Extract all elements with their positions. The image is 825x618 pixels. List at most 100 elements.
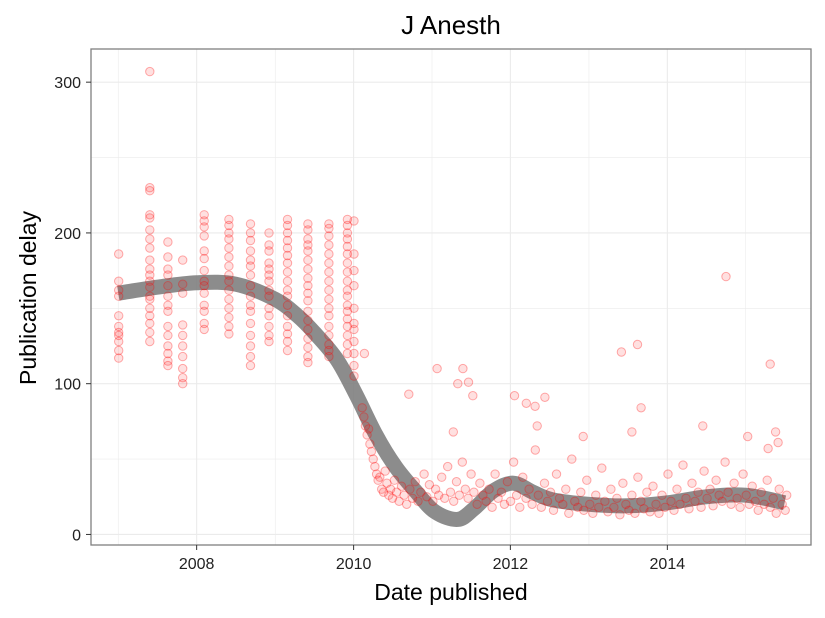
- data-point: [362, 430, 372, 440]
- data-point: [324, 223, 334, 234]
- data-point: [199, 288, 209, 298]
- data-point: [368, 454, 378, 464]
- data-point: [178, 351, 188, 362]
- data-point: [651, 499, 661, 509]
- data-point: [349, 336, 359, 347]
- data-point: [245, 235, 256, 246]
- data-point: [729, 478, 739, 488]
- data-point: [342, 285, 353, 295]
- data-point: [264, 264, 274, 274]
- data-point: [669, 505, 679, 515]
- data-point: [720, 457, 730, 467]
- data-point: [726, 499, 736, 509]
- data-point: [705, 484, 715, 494]
- data-point: [178, 288, 188, 298]
- data-point: [282, 336, 293, 347]
- data-point: [717, 496, 727, 506]
- data-point: [763, 443, 773, 454]
- data-point: [585, 499, 595, 509]
- data-point: [342, 276, 353, 286]
- data-point: [576, 487, 586, 497]
- data-point: [735, 502, 745, 512]
- data-point: [145, 291, 155, 301]
- data-point: [382, 478, 392, 488]
- data-point: [389, 475, 400, 485]
- data-point: [245, 306, 256, 316]
- data-point: [463, 493, 473, 503]
- data-point: [357, 403, 367, 413]
- data-point: [774, 484, 784, 494]
- data-point: [521, 398, 531, 408]
- data-point: [618, 478, 628, 488]
- x-axis-title: Date published: [374, 579, 527, 605]
- data-point: [663, 469, 673, 479]
- data-point: [432, 363, 442, 374]
- data-point: [324, 249, 334, 259]
- data-point: [264, 336, 274, 347]
- data-point: [303, 234, 313, 244]
- data-point: [282, 291, 293, 301]
- data-point: [660, 502, 670, 512]
- data-point: [114, 353, 124, 363]
- data-point: [324, 219, 334, 229]
- data-point: [342, 348, 353, 359]
- data-point: [282, 276, 293, 286]
- data-point: [502, 477, 513, 487]
- data-point: [199, 265, 209, 276]
- y-tick-label: 200: [54, 226, 81, 243]
- data-point: [573, 502, 583, 512]
- data-point: [245, 300, 256, 310]
- data-point: [224, 228, 234, 238]
- data-point: [466, 469, 476, 479]
- data-point: [732, 493, 742, 503]
- data-point: [145, 243, 155, 253]
- data-point: [303, 296, 313, 306]
- data-point: [342, 267, 353, 277]
- data-point: [499, 499, 510, 509]
- data-point: [282, 235, 293, 246]
- data-point: [545, 487, 556, 497]
- data-point: [324, 311, 334, 321]
- data-point: [419, 469, 429, 479]
- data-point: [114, 285, 124, 295]
- data-point: [633, 472, 643, 482]
- data-point: [324, 294, 334, 304]
- data-point: [342, 228, 353, 238]
- x-tick-label: 2014: [650, 556, 686, 573]
- data-point: [303, 315, 313, 326]
- data-point: [264, 303, 274, 313]
- data-point: [324, 285, 334, 295]
- data-point: [324, 339, 334, 350]
- data-point: [245, 341, 256, 351]
- data-point: [771, 508, 781, 518]
- data-point: [394, 496, 404, 506]
- data-point: [342, 241, 353, 252]
- data-point: [245, 318, 256, 329]
- data-point: [666, 496, 676, 506]
- data-point: [224, 243, 234, 253]
- data-point: [145, 282, 155, 292]
- data-point: [178, 373, 188, 383]
- data-point: [282, 214, 293, 225]
- data-point: [428, 496, 438, 506]
- data-point: [458, 363, 468, 374]
- data-point: [342, 314, 353, 324]
- data-point: [303, 333, 313, 344]
- data-point: [178, 279, 188, 289]
- data-point: [178, 255, 188, 265]
- data-point: [282, 228, 293, 238]
- data-point: [264, 285, 274, 295]
- data-point: [114, 311, 124, 321]
- data-point: [363, 424, 374, 434]
- data-point: [759, 499, 769, 509]
- y-tick-label: 0: [72, 527, 81, 544]
- data-point: [349, 265, 359, 276]
- data-point: [324, 240, 334, 250]
- data-point: [303, 288, 313, 298]
- data-point: [199, 210, 209, 220]
- data-point: [738, 469, 748, 479]
- data-point: [245, 246, 256, 256]
- data-point: [145, 66, 155, 77]
- data-point: [469, 487, 479, 497]
